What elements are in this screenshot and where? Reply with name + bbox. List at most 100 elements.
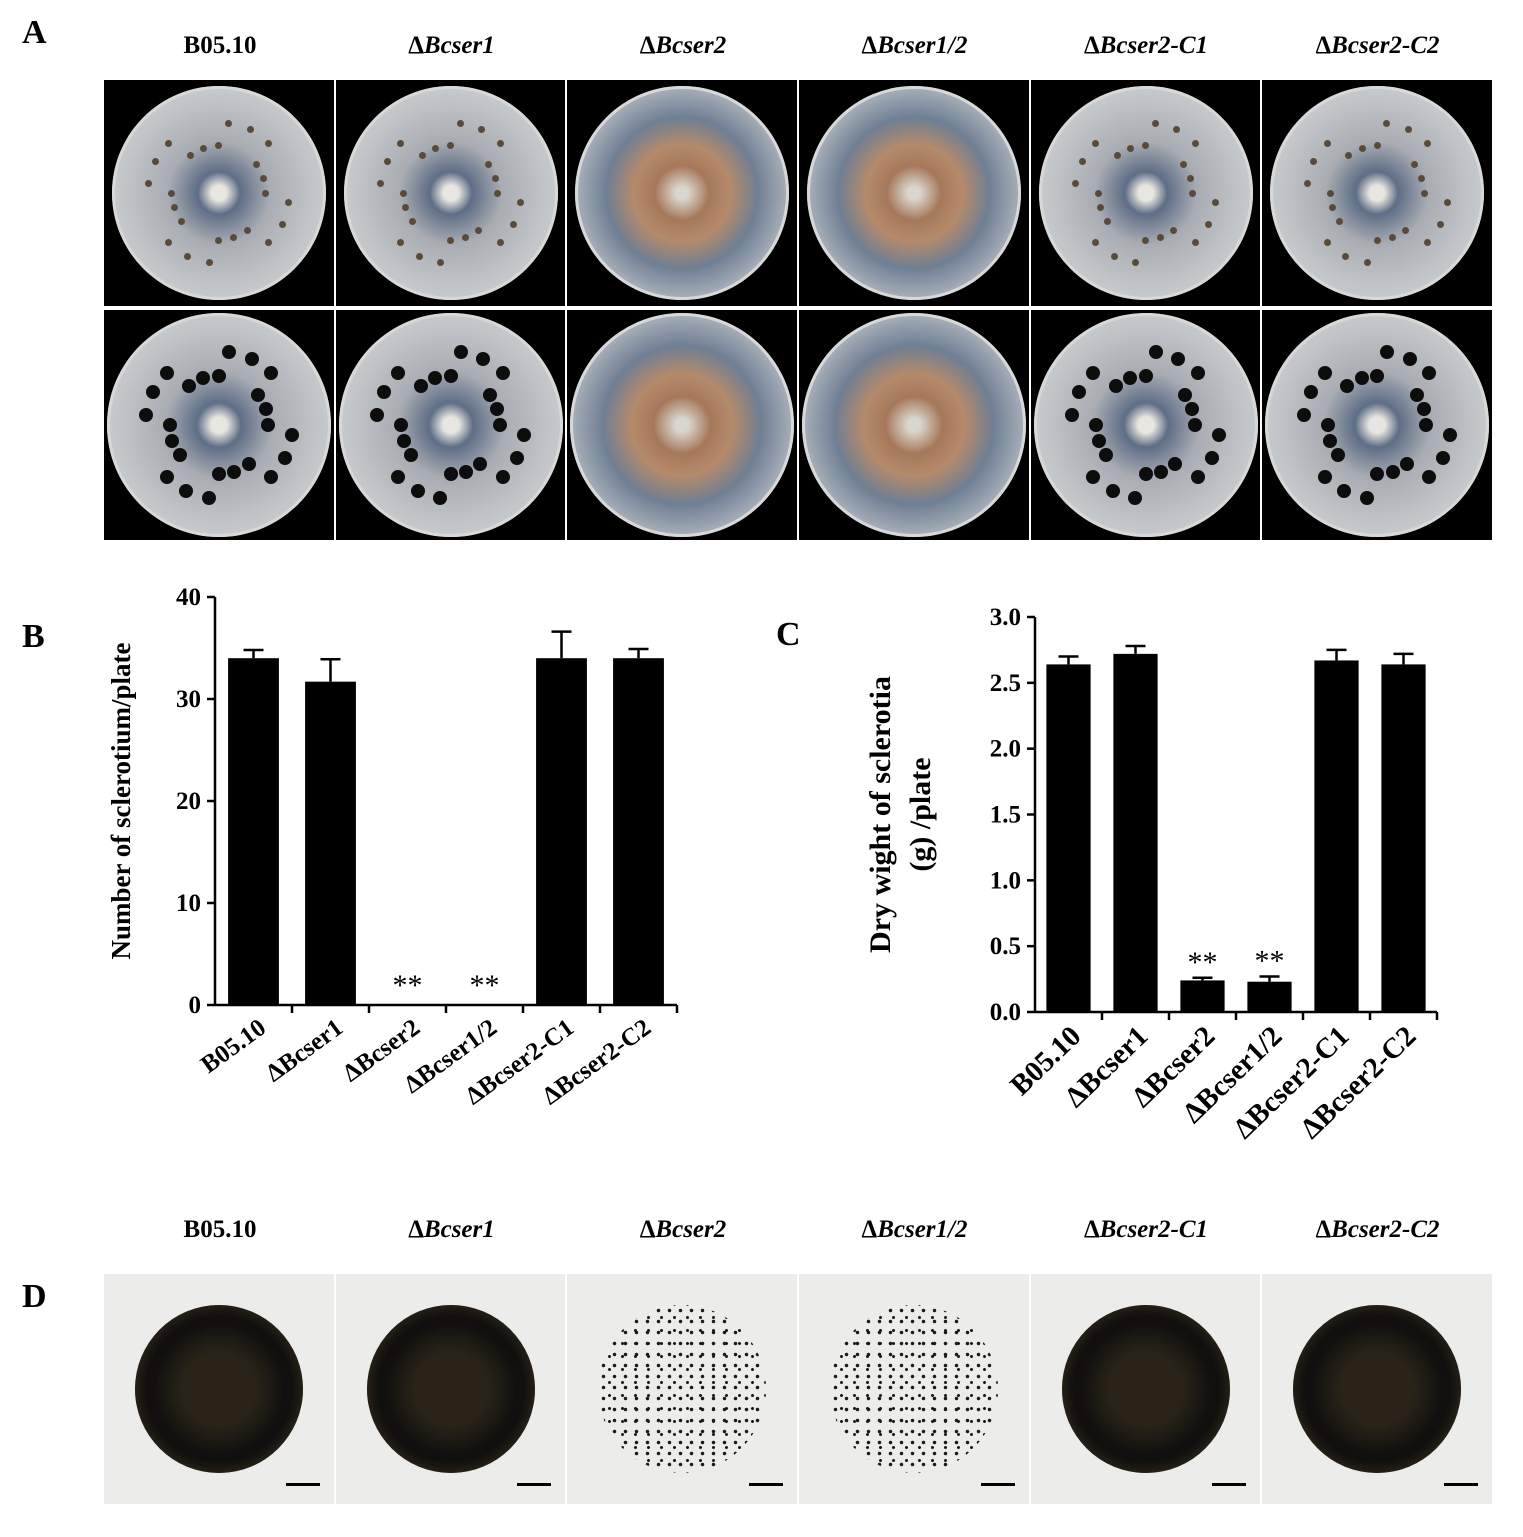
sclerotium-dot	[443, 467, 458, 482]
sclerotium-dot	[1191, 239, 1199, 247]
delta-symbol: Δ	[639, 32, 656, 59]
sclerotium-dot	[496, 139, 504, 147]
sclerotium-dot	[1189, 189, 1197, 197]
sclerotium-dot	[1423, 239, 1431, 247]
panel-d-strain-label: ΔBcser2	[567, 1216, 799, 1244]
panel-a-strain-label: ΔBcser2-C1	[1030, 32, 1262, 60]
plate-photo-row-top	[104, 80, 1493, 306]
sclerotium-dot	[1099, 447, 1114, 462]
sclerotium-dot	[433, 491, 448, 506]
delta-symbol: Δ	[1315, 32, 1332, 59]
sclerotium-dot	[473, 457, 488, 472]
bar	[1180, 980, 1225, 1012]
plate-photo	[1262, 80, 1493, 306]
bar	[1314, 660, 1359, 1012]
sclerotium-dot	[182, 378, 197, 393]
sclerotium-dot	[1422, 470, 1437, 485]
sclerotium-dot	[1108, 378, 1123, 393]
sclerotium-dot	[1342, 252, 1350, 260]
culture-plate	[1038, 86, 1253, 300]
sclerotia-pile	[134, 1305, 303, 1473]
sclerotium-dot	[415, 252, 423, 260]
culture-plate	[570, 313, 795, 537]
sclerotium-dot	[1186, 174, 1194, 182]
y-tick-label: 2.0	[990, 736, 1021, 763]
sclerotium-dot	[1154, 464, 1169, 479]
scale-bar	[980, 1483, 1015, 1486]
sclerotium-dot	[391, 365, 406, 380]
sclerotium-dot	[432, 144, 440, 152]
bar	[1381, 664, 1426, 1012]
sclerotium-dot	[1072, 179, 1080, 187]
sclerotium-dot	[252, 161, 260, 169]
strain-name: B05.10	[183, 32, 257, 59]
culture-plate	[575, 86, 790, 300]
sclerotium-dot	[1423, 139, 1431, 147]
sclerotium-dot	[495, 365, 510, 380]
delta-symbol: Δ	[1083, 1216, 1100, 1243]
sclerotia-photo	[1262, 1274, 1493, 1504]
sclerotium-dot	[1110, 252, 1118, 260]
sclerotium-dot	[490, 402, 505, 417]
sclerotium-dot	[165, 433, 180, 448]
bar	[228, 658, 279, 1005]
sclerotium-dot	[1097, 204, 1105, 212]
sclerotium-dot	[447, 142, 454, 150]
sclerotium-dot	[491, 174, 499, 182]
sclerotium-dot	[437, 259, 445, 267]
sclerotium-dot	[476, 351, 491, 366]
strain-name: Bcser2-C1	[1099, 1216, 1208, 1243]
panel-b-label: B	[22, 618, 45, 655]
sclerotium-dot	[509, 450, 524, 465]
sclerotium-dot	[1326, 189, 1334, 197]
sclerotium-dot	[1171, 351, 1186, 366]
sclerotium-dot	[1405, 126, 1413, 134]
sclerotium-dot	[1086, 470, 1101, 485]
sclerotium-dot	[1411, 161, 1419, 169]
sclerotium-dot	[1127, 144, 1135, 152]
plate-photo	[335, 80, 566, 306]
sclerotium-dot	[1336, 217, 1344, 225]
sclerotium-dot	[165, 239, 173, 247]
sclerotium-dot	[402, 204, 410, 212]
sclerotium-dot	[1105, 484, 1120, 499]
sclerotium-dot	[494, 189, 502, 197]
sclerotium-dot	[1370, 368, 1385, 383]
strain-name: Bcser2	[655, 1216, 727, 1243]
y-tick-label: 0.5	[990, 933, 1021, 960]
bar	[1113, 653, 1158, 1012]
sclerotium-dot	[484, 161, 492, 169]
panel-d-strain-label: ΔBcser1	[336, 1216, 568, 1244]
culture-plate	[111, 86, 326, 300]
sclerotium-dot	[251, 388, 266, 403]
sclerotium-dot	[1416, 402, 1431, 417]
sclerotium-dot	[1370, 467, 1385, 482]
sclerotium-dot	[211, 467, 226, 482]
sclerotium-dot	[1086, 365, 1101, 380]
significance-mark: **	[470, 969, 500, 1002]
sclerotium-dot	[222, 344, 236, 359]
significance-mark: **	[393, 969, 423, 1002]
sclerotium-dot	[1330, 447, 1345, 462]
sclerotium-dot	[162, 418, 177, 432]
sclerotium-dot	[1403, 351, 1418, 366]
sclerotium-dot	[1092, 239, 1100, 247]
sclerotium-dot	[1211, 199, 1219, 207]
sclerotium-dot	[264, 365, 279, 380]
sclerotium-dot	[1170, 227, 1178, 235]
strain-name: Bcser1	[423, 32, 495, 59]
y-tick-label: 10	[176, 890, 201, 917]
sclerotium-dot	[1173, 126, 1181, 134]
sclerotium-dot	[410, 484, 425, 499]
sclerotium-dot	[1373, 142, 1381, 150]
sclerotium-dot	[159, 470, 174, 485]
strain-name: Bcser1/2	[877, 32, 968, 59]
sclerotium-dot	[145, 179, 153, 187]
sclerotium-dot	[495, 470, 510, 485]
bar	[1046, 664, 1091, 1012]
sclerotium-dot	[391, 470, 406, 485]
sclerotium-dot	[265, 139, 273, 147]
sclerotium-dot	[1191, 139, 1199, 147]
sclerotium-dot	[1409, 388, 1424, 403]
delta-symbol: Δ	[408, 32, 424, 59]
